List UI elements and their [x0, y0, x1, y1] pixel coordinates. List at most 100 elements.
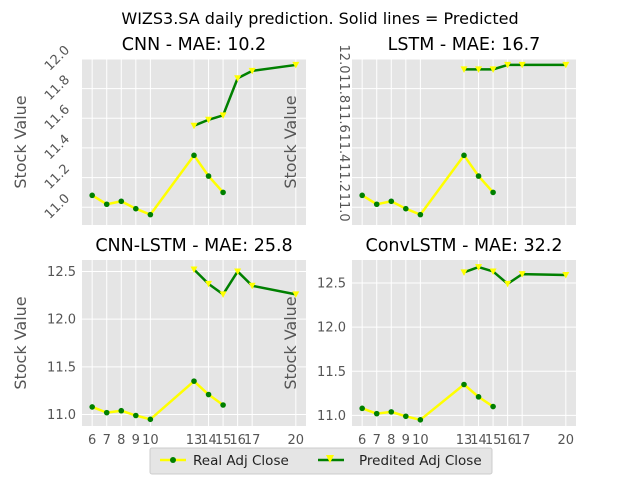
x-tick-label: 7 — [373, 433, 381, 448]
data-point-predicted — [248, 67, 256, 75]
data-point-predicted — [504, 280, 512, 288]
data-point-real — [191, 152, 197, 159]
x-tick-label: 8 — [117, 433, 125, 448]
y-tick-label: 11.4 — [42, 132, 73, 163]
data-point-real — [205, 173, 212, 179]
data-point-real — [103, 409, 110, 416]
x-tick-label: 16 — [229, 433, 246, 448]
data-point-predicted — [562, 272, 570, 279]
y-tick-label: 11.0 — [336, 193, 351, 222]
series-line-predicted-adj-close — [463, 265, 566, 286]
data-point-real — [220, 402, 226, 408]
y-tick-label: 11.0 — [47, 408, 76, 423]
x-tick-label: 14 — [470, 433, 487, 448]
data-point-real — [147, 416, 154, 423]
legend-pred-marker — [326, 455, 334, 463]
data-point-predicted — [234, 75, 242, 82]
x-tick-label: 20 — [288, 433, 305, 448]
y-tick-label: 11.8 — [336, 74, 351, 103]
data-point-predicted — [292, 61, 300, 69]
y-tick-label: 12.0 — [336, 45, 351, 74]
y-tick-label: 11.0 — [317, 409, 346, 424]
y-tick-label: 12.0 — [317, 321, 346, 336]
x-tick-label: 15 — [215, 433, 232, 448]
data-point-real — [359, 405, 365, 412]
data-point-real — [133, 412, 139, 419]
data-point-real — [373, 201, 380, 208]
data-point-real — [403, 205, 409, 212]
series-line-predicted-adj-close — [193, 63, 296, 127]
y-tick-label: 11.5 — [317, 365, 346, 380]
data-point-predicted — [190, 122, 198, 130]
x-tick-label: 6 — [358, 433, 366, 448]
data-point-predicted — [475, 264, 483, 271]
chart-panel-convlstm-mae-32-2: ConvLSTM - MAE: 32.2 Stock Value 11.0 11.5 1… — [281, 236, 576, 448]
data-point-predicted — [205, 280, 213, 288]
x-tick-label: 15 — [485, 433, 502, 448]
data-point-real — [490, 403, 496, 410]
data-point-real — [475, 394, 482, 400]
x-tick-label: 16 — [499, 433, 516, 448]
data-point-real — [490, 189, 496, 196]
data-point-real — [461, 381, 467, 388]
data-point-real — [89, 404, 95, 410]
y-tick-label: 11.0 — [42, 191, 73, 222]
data-point-real — [89, 192, 95, 199]
y-tick-label: 11.2 — [42, 162, 73, 193]
panel-title: CNN - MAE: 10.2 — [122, 35, 266, 55]
x-tick-label: 10 — [142, 433, 159, 448]
data-point-predicted — [292, 291, 300, 298]
data-point-predicted — [562, 61, 570, 69]
panel-title: ConvLSTM - MAE: 32.2 — [365, 236, 562, 256]
x-tick-label: 20 — [558, 433, 575, 448]
chart-panel-cnn-lstm-mae-25-8: CNN-LSTM - MAE: 25.8 Stock Value 11.0 11.5 1… — [11, 236, 306, 448]
legend-real-label: Real Adj Close — [193, 453, 289, 469]
y-tick-label: 11.4 — [336, 133, 351, 162]
data-point-real — [191, 378, 197, 384]
y-tick-label: 12.0 — [47, 313, 76, 328]
data-point-real — [359, 192, 365, 199]
data-point-predicted — [460, 269, 468, 276]
x-tick-label: 6 — [88, 433, 96, 448]
data-point-real — [461, 152, 467, 159]
data-point-predicted — [475, 66, 483, 73]
y-tick-label: 12.0 — [42, 43, 73, 74]
x-tick-label: 14 — [200, 433, 217, 448]
y-axis-label: Stock Value — [11, 95, 30, 188]
data-point-real — [388, 198, 395, 205]
data-point-predicted — [504, 61, 512, 69]
x-tick-label: 9 — [132, 433, 140, 448]
data-point-real — [103, 201, 110, 208]
panel-title: CNN-LSTM - MAE: 25.8 — [95, 236, 292, 256]
data-point-real — [403, 413, 409, 420]
data-point-predicted — [489, 268, 497, 275]
data-point-real — [417, 211, 424, 218]
y-tick-label: 12.5 — [47, 265, 76, 280]
figure-suptitle: WIZS3.SA daily prediction. Solid lines =… — [121, 9, 518, 28]
data-point-real — [220, 189, 226, 196]
y-tick-label: 11.8 — [42, 73, 73, 104]
data-point-predicted — [234, 268, 242, 275]
legend-real-marker — [170, 457, 176, 463]
data-point-real — [388, 409, 395, 415]
x-tick-label: 7 — [103, 433, 111, 448]
y-tick-label: 12.5 — [317, 276, 346, 291]
y-axis-label: Stock Value — [11, 296, 30, 389]
x-tick-label: 17 — [244, 433, 261, 448]
data-point-predicted — [460, 66, 468, 73]
panel-title: LSTM - MAE: 16.7 — [388, 35, 541, 55]
data-point-real — [475, 173, 482, 179]
y-tick-label: 11.6 — [336, 104, 351, 133]
legend-pred-label: Predited Adj Close — [359, 453, 482, 469]
x-tick-label: 13 — [186, 433, 203, 448]
y-tick-label: 11.2 — [336, 163, 351, 192]
x-tick-label: 8 — [387, 433, 395, 448]
legend: Real Adj Close Predited Adj Close — [149, 447, 493, 475]
data-point-real — [205, 391, 212, 398]
y-tick-label: 11.6 — [42, 102, 73, 133]
series-line-predicted-adj-close — [464, 63, 566, 71]
data-point-predicted — [518, 61, 526, 69]
x-tick-label: 13 — [456, 433, 473, 448]
y-axis-label: Stock Value — [281, 95, 300, 188]
